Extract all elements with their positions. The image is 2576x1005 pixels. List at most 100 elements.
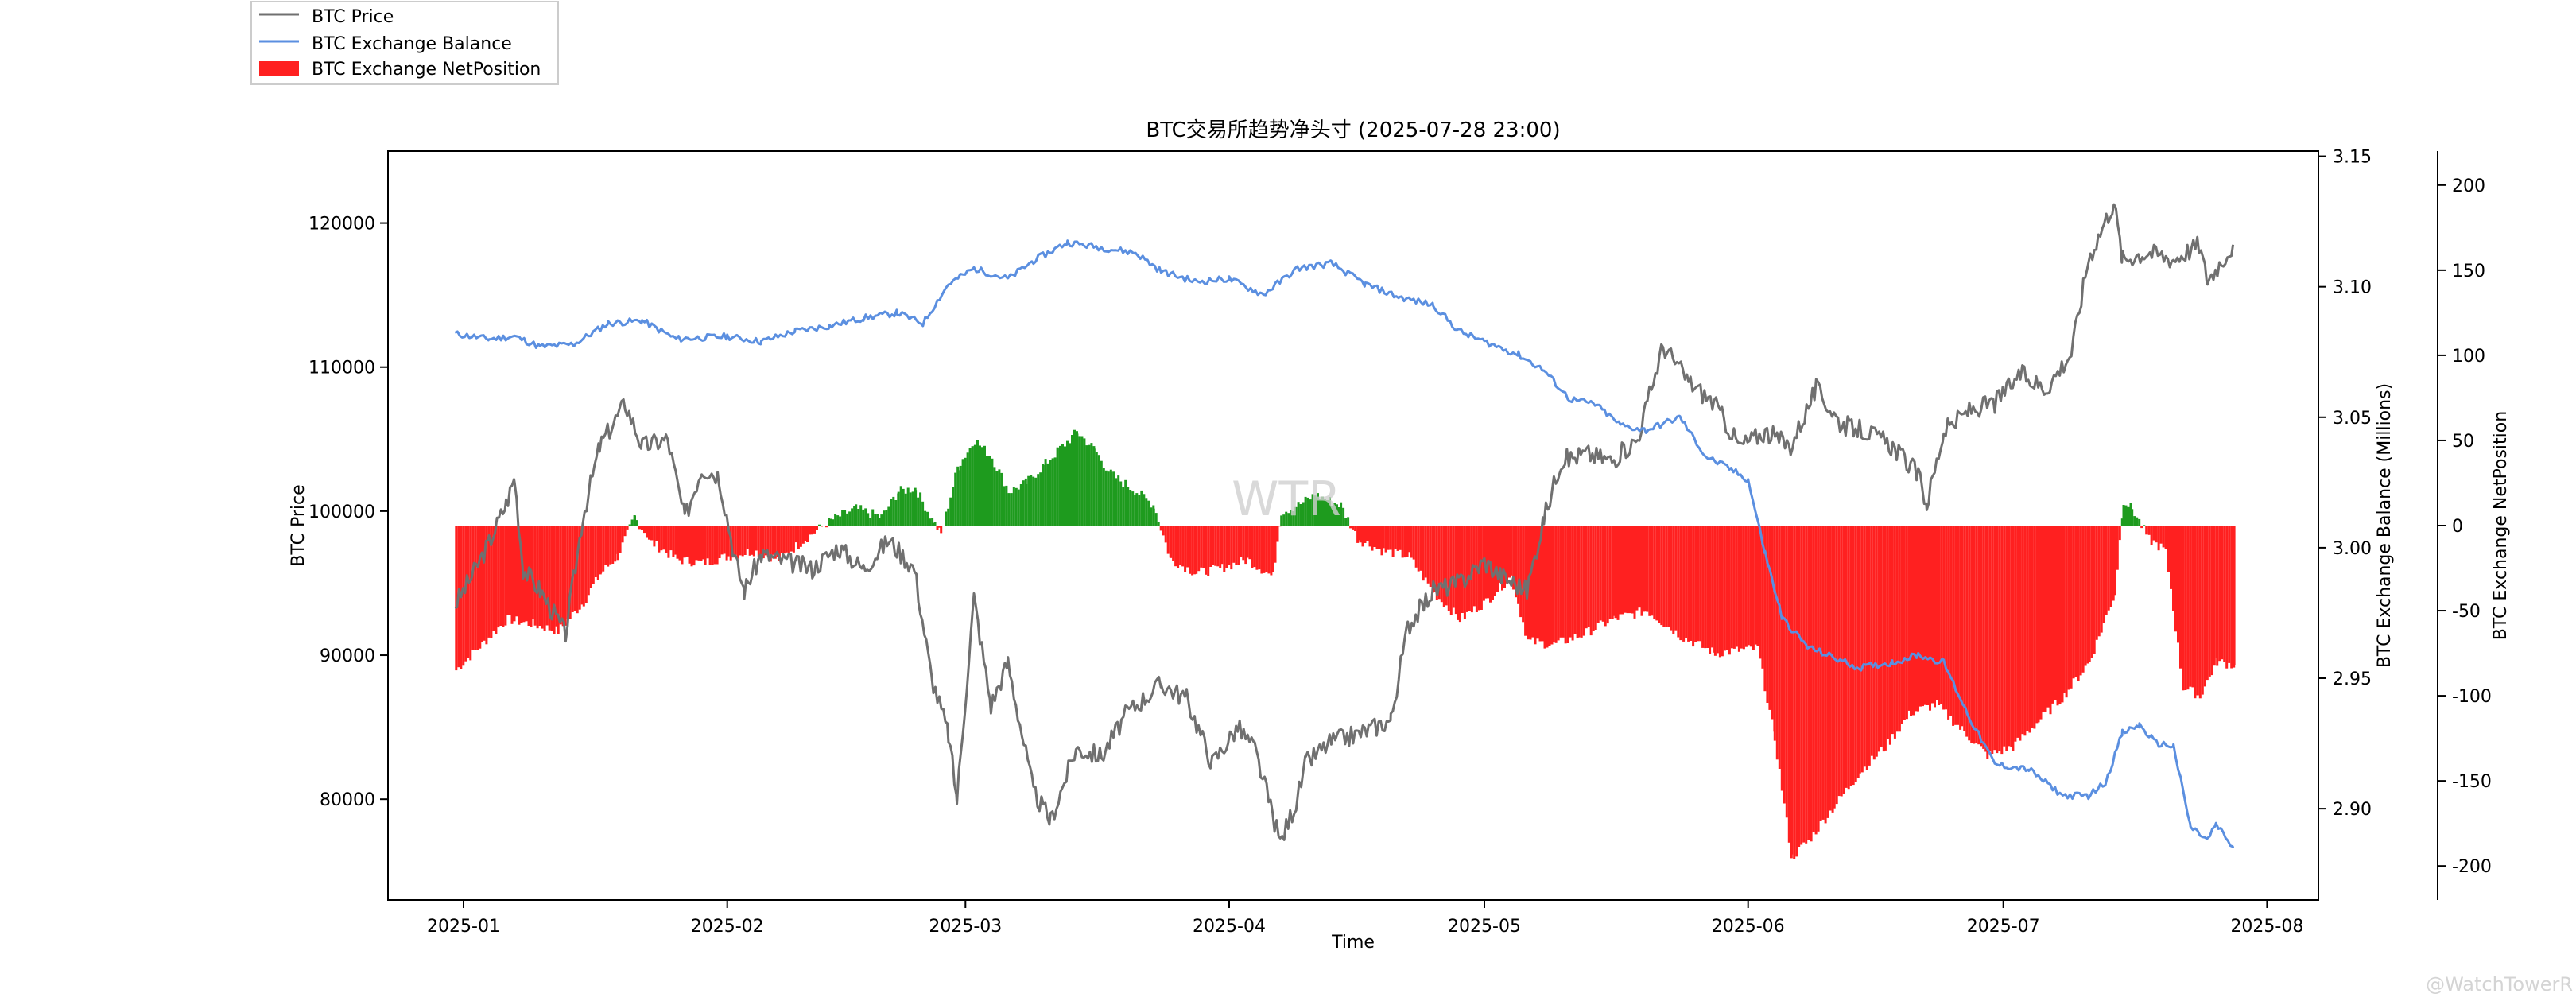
netposition-bar: [1856, 526, 1860, 778]
netposition-bar: [2072, 526, 2075, 679]
netposition-bar: [936, 526, 939, 530]
netposition-bar: [2012, 526, 2015, 751]
netposition-bar: [1938, 526, 1941, 705]
netposition-bar: [674, 526, 677, 555]
netposition-bar: [1368, 526, 1371, 547]
netposition-bar: [1763, 526, 1767, 692]
netposition-bar: [911, 491, 914, 526]
netposition-bar: [1749, 526, 1752, 647]
netposition-bar: [1480, 526, 1483, 610]
netposition-bar: [1651, 526, 1654, 616]
netposition-bar: [1287, 513, 1290, 526]
netposition-bar: [887, 506, 890, 526]
netposition-bar: [1452, 526, 1455, 608]
netposition-bar: [778, 526, 781, 561]
netposition-bar: [1571, 526, 1574, 641]
netposition-bar: [828, 518, 830, 526]
netposition-bar: [1465, 526, 1468, 612]
netposition-bar: [1407, 526, 1410, 553]
netposition-bar: [1138, 495, 1141, 526]
netposition-bar: [1601, 526, 1604, 622]
netposition-bar: [806, 526, 809, 542]
netposition-bar: [2081, 526, 2085, 673]
netposition-bar: [2201, 526, 2204, 695]
netposition-bar: [609, 526, 612, 565]
netposition-bar: [1501, 526, 1503, 591]
netposition-bar: [1419, 526, 1422, 571]
netposition-bar: [1888, 526, 1891, 745]
netposition-bar: [1401, 526, 1404, 558]
netposition-bar: [1508, 526, 1511, 578]
netposition-bar: [2155, 526, 2158, 543]
netposition-bar: [1092, 448, 1096, 526]
netposition-bar: [1140, 490, 1143, 526]
price-axis-ticks: 80000 90000 100000 110000 120000: [308, 215, 388, 810]
netposition-bar: [1271, 526, 1274, 572]
netposition-bar: [1529, 526, 1532, 640]
netposition-bar: [2077, 526, 2080, 681]
netposition-bar: [1998, 526, 2001, 751]
netposition-bar: [1973, 526, 1976, 744]
netposition-bar: [879, 518, 882, 526]
legend-label-netposition: BTC Exchange NetPosition: [312, 60, 541, 80]
netposition-bar: [746, 526, 749, 549]
netposition-bar: [1559, 526, 1562, 638]
netposition-bar: [1285, 511, 1288, 526]
netposition-bar: [844, 510, 847, 526]
netposition-bar: [718, 526, 721, 558]
netposition-bar: [2090, 526, 2093, 658]
netposition-bar: [1044, 459, 1047, 526]
netposition-bar: [855, 504, 858, 526]
netposition-bar: [706, 526, 709, 559]
netposition-bar: [2023, 526, 2027, 736]
netposition-bar: [1778, 526, 1781, 769]
netposition-bar: [616, 526, 619, 561]
netposition-bar: [1205, 526, 1208, 575]
netposition-bar: [1554, 526, 1558, 643]
netposition-bar: [1270, 526, 1273, 576]
netposition-bar: [1242, 526, 1245, 561]
netposition-bar: [1276, 526, 1279, 542]
netposition-bar: [1624, 526, 1627, 613]
netposition-bar: [1744, 526, 1748, 647]
netposition-bar: [971, 446, 974, 526]
netposition-bar: [1039, 472, 1042, 526]
legend-frame: [250, 1, 559, 85]
netposition-bar: [1263, 526, 1266, 573]
netposition-bar: [1166, 526, 1170, 554]
netposition-bar: [1197, 526, 1201, 572]
netposition-bar: [2086, 526, 2089, 664]
netposition-bar: [1721, 526, 1724, 657]
netposition-bar: [926, 511, 929, 526]
netposition-bar: [1926, 526, 1929, 705]
netposition-bar: [1793, 526, 1796, 859]
netposition-bar: [678, 526, 681, 561]
netposition-bar: [1366, 526, 1369, 541]
netposition-bar: [1499, 526, 1501, 583]
netposition-bar: [1302, 502, 1305, 526]
netposition-bar: [1852, 526, 1855, 786]
netposition-bar: [1735, 526, 1738, 647]
netposition-bar: [1942, 526, 1946, 710]
netposition-bar: [487, 526, 491, 638]
netposition-bar: [892, 496, 895, 526]
netposition-bar: [1730, 526, 1733, 649]
netposition-bar: [1412, 526, 1415, 560]
netposition-bar: [769, 526, 772, 562]
netposition-bar: [1548, 526, 1551, 646]
netposition-bar: [906, 487, 910, 526]
netposition-bar: [2216, 526, 2219, 666]
netposition-bar: [1655, 526, 1658, 621]
netposition-bar: [1515, 526, 1518, 598]
netposition-bar: [2046, 526, 2050, 708]
netposition-bar: [1557, 526, 1560, 641]
netposition-bar: [490, 526, 493, 638]
netposition-bar: [1635, 526, 1639, 611]
netposition-bar: [789, 526, 793, 552]
balance-tick-label: 3.00: [2333, 539, 2372, 559]
netposition-bar: [1646, 526, 1649, 612]
netposition-bar: [929, 518, 932, 526]
netposition-bar: [899, 486, 902, 526]
netposition-bar: [688, 526, 691, 564]
netposition-bar: [1150, 507, 1153, 526]
